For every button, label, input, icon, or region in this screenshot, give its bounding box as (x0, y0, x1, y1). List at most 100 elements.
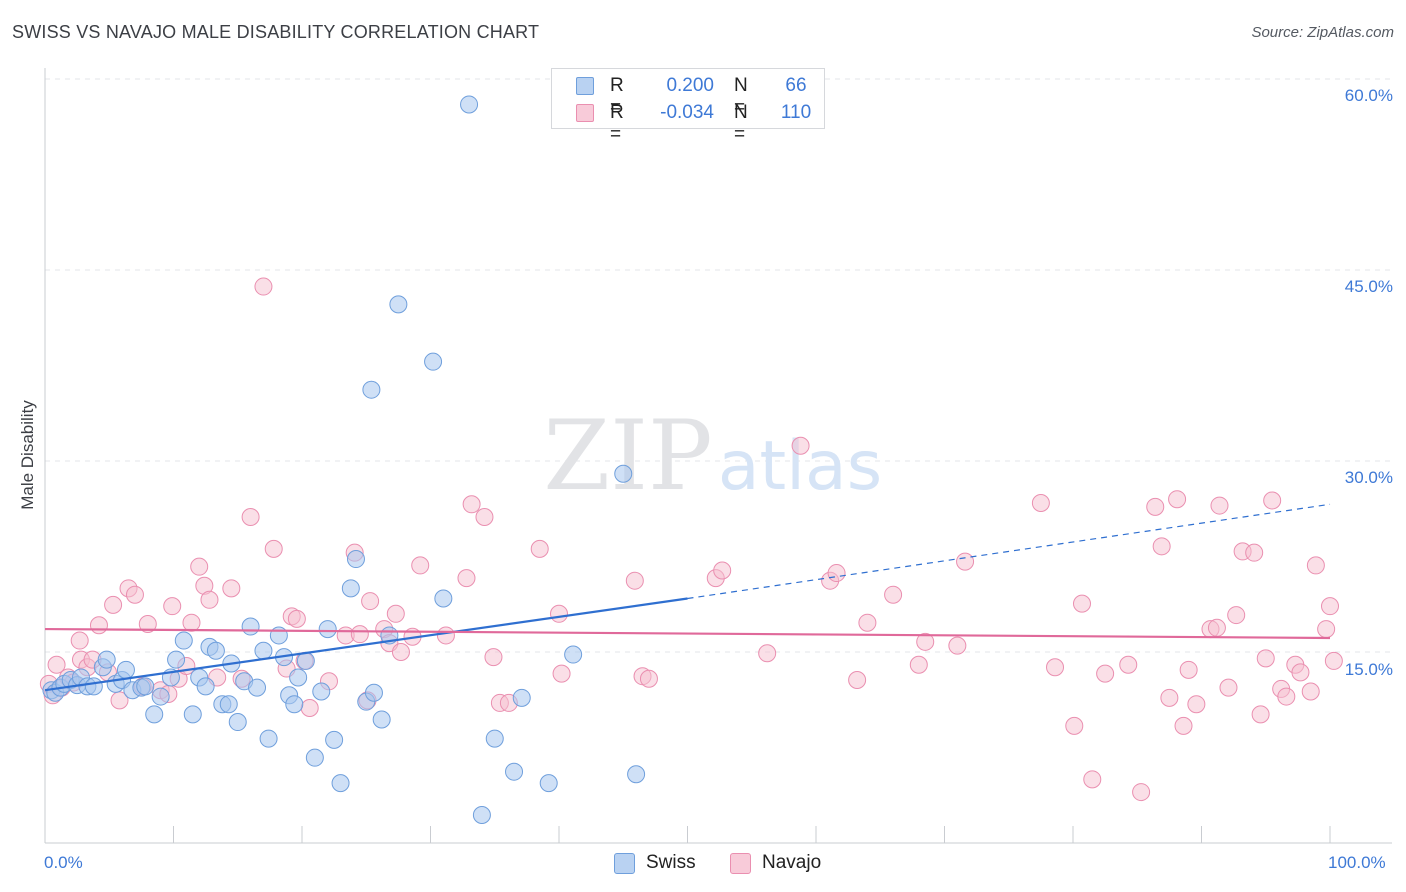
navajo-point (89, 616, 108, 635)
legend-label: Swiss (646, 852, 696, 873)
navajo-point (1263, 491, 1282, 510)
n-value: 66 (785, 75, 807, 96)
navajo-point (264, 539, 283, 558)
swiss-point (116, 660, 135, 679)
r-label: R = (610, 102, 624, 145)
navajo-point (361, 592, 380, 611)
navajo-point (1119, 655, 1138, 674)
swiss-point (269, 626, 288, 645)
swiss-point (341, 579, 360, 598)
swiss-point (285, 695, 304, 714)
navajo-point (1132, 783, 1151, 802)
swiss-point (318, 620, 337, 639)
swiss-point (259, 729, 278, 748)
navajo-point (47, 655, 66, 674)
navajo-point (1168, 490, 1187, 509)
navajo-point (386, 604, 405, 623)
navajo-point (1031, 494, 1050, 513)
n-value: 110 (780, 102, 812, 123)
navajo-point (1210, 496, 1229, 515)
swiss-point (289, 668, 308, 687)
y-axis-label: Male Disability (18, 400, 37, 510)
navajo-point (190, 557, 209, 576)
swiss-point (614, 464, 633, 483)
navajo-point (758, 644, 777, 663)
swiss-point (485, 729, 504, 748)
navajo-point (948, 636, 967, 655)
chart-title: SWISS VS NAVAJO MALE DISABILITY CORRELAT… (12, 22, 540, 42)
navajo-point (1160, 688, 1179, 707)
swiss-point (219, 695, 238, 714)
navajo-point (956, 552, 975, 571)
swiss-swatch (576, 77, 594, 95)
swiss-point (364, 683, 383, 702)
swiss-point (145, 705, 164, 724)
navajo-point (884, 585, 903, 604)
navajo-point (1207, 618, 1226, 637)
swiss-point (346, 550, 365, 569)
navajo-point (791, 436, 810, 455)
swiss-point (97, 650, 116, 669)
navajo-point (411, 556, 430, 575)
navajo-point (391, 643, 410, 661)
navajo-point (1291, 663, 1310, 682)
swiss-point (434, 589, 453, 608)
swiss-point (136, 677, 155, 696)
y-tick-label: 45.0% (1344, 277, 1393, 296)
source-label: Source: ZipAtlas.com (1251, 24, 1394, 41)
navajo-point (287, 609, 306, 628)
x-tick-label-min: 0.0% (44, 853, 83, 872)
navajo-point (1146, 497, 1165, 516)
navajo-swatch (730, 853, 751, 874)
navajo-point (70, 631, 89, 650)
navajo-point (475, 508, 494, 527)
navajo-point (104, 595, 123, 614)
swiss-point (512, 688, 531, 707)
navajo-point (254, 277, 273, 296)
r-value: -0.034 (660, 102, 714, 123)
navajo-point (1174, 716, 1193, 735)
swiss-point (254, 641, 273, 660)
swiss-point (539, 774, 558, 793)
navajo-point (916, 632, 935, 651)
swiss-point (505, 762, 524, 781)
watermark-zip: ZIP (543, 400, 712, 512)
navajo-point (1324, 651, 1343, 670)
navajo-point (125, 585, 144, 604)
x-tick-label-max: 100.0% (1328, 853, 1386, 872)
navajo-point (484, 648, 503, 667)
swiss-point (424, 352, 443, 371)
navajo-point (350, 625, 369, 644)
navajo-point (1251, 705, 1270, 724)
navajo-point (827, 564, 846, 583)
swiss-point (196, 677, 215, 696)
navajo-point (1046, 658, 1065, 677)
navajo-point (457, 569, 476, 588)
navajo-point (625, 571, 644, 590)
navajo-point (552, 664, 571, 683)
r-value: 0.200 (666, 75, 714, 96)
swiss-point (183, 705, 202, 724)
navajo-point (1277, 687, 1296, 706)
swiss-point (389, 295, 408, 314)
axes (44, 68, 1392, 844)
legend-label: Navajo (762, 852, 822, 873)
swiss-point (228, 713, 247, 732)
watermark: ZIP atlas (543, 400, 882, 512)
swiss-point (167, 650, 186, 669)
navajo-point (1256, 649, 1275, 668)
swiss-swatch (614, 853, 635, 874)
swiss-point (206, 641, 225, 660)
y-tick-label: 15.0% (1344, 660, 1393, 679)
swiss-point (174, 631, 193, 650)
y-tick-label: 60.0% (1344, 86, 1393, 105)
navajo-point (1072, 594, 1091, 613)
navajo-point (1187, 695, 1206, 714)
navajo-point (1301, 682, 1320, 701)
navajo-point (300, 699, 319, 718)
navajo-point (138, 614, 157, 633)
swiss-point (372, 710, 391, 729)
navajo-point (200, 590, 219, 609)
y-tick-label: 30.0% (1344, 468, 1393, 487)
